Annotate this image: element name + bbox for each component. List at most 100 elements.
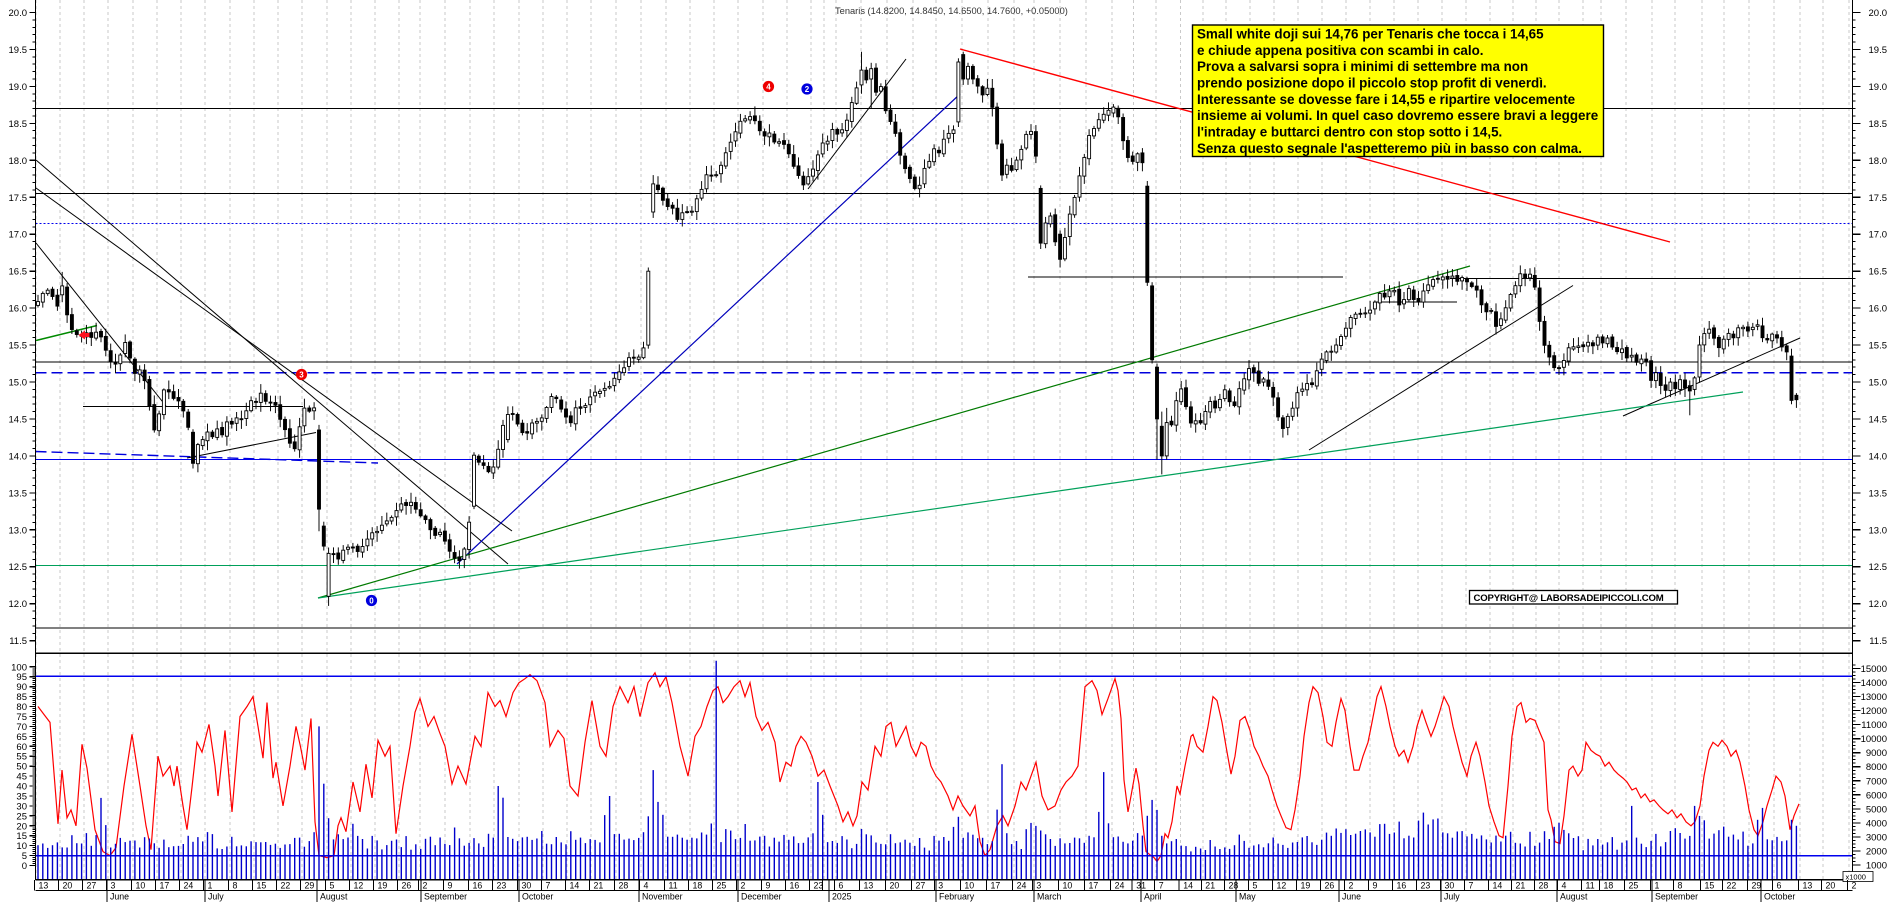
svg-text:80: 80 — [16, 702, 27, 713]
svg-text:March: March — [1037, 892, 1062, 902]
svg-text:7: 7 — [1159, 880, 1164, 890]
svg-text:28: 28 — [619, 880, 629, 890]
svg-text:August: August — [320, 892, 348, 902]
svg-text:3: 3 — [111, 880, 116, 890]
svg-text:COPYRIGHT@ LABORSADEIPICCOLI.C: COPYRIGHT@ LABORSADEIPICCOLI.COM — [1474, 593, 1664, 604]
svg-text:30: 30 — [1445, 880, 1455, 890]
svg-text:29: 29 — [305, 880, 315, 890]
svg-text:28: 28 — [1229, 880, 1239, 890]
svg-text:15.0: 15.0 — [1869, 378, 1888, 389]
svg-text:July: July — [1444, 892, 1460, 902]
svg-text:19.5: 19.5 — [1869, 45, 1888, 56]
svg-text:insieme ai volumi. In quel cas: insieme ai volumi. In quel caso dovremo … — [1197, 108, 1598, 123]
svg-text:23: 23 — [1421, 880, 1431, 890]
svg-text:5: 5 — [22, 851, 27, 862]
svg-text:13.0: 13.0 — [9, 525, 28, 536]
svg-text:June: June — [110, 892, 129, 902]
svg-text:19: 19 — [378, 880, 388, 890]
svg-text:29: 29 — [1752, 880, 1762, 890]
svg-text:x1000: x1000 — [1846, 873, 1866, 882]
svg-text:Senza questo segnale l'aspette: Senza questo segnale l'aspetteremo più i… — [1197, 141, 1582, 156]
svg-text:30: 30 — [16, 801, 27, 812]
svg-text:50: 50 — [16, 762, 27, 773]
svg-text:November: November — [642, 892, 683, 902]
svg-text:4000: 4000 — [1866, 818, 1887, 829]
svg-text:6000: 6000 — [1866, 790, 1887, 801]
svg-text:9: 9 — [766, 880, 771, 890]
svg-text:2: 2 — [741, 880, 746, 890]
svg-text:8: 8 — [1678, 880, 1683, 890]
svg-text:10: 10 — [964, 880, 974, 890]
svg-text:8: 8 — [233, 880, 238, 890]
svg-text:17.5: 17.5 — [9, 193, 28, 204]
svg-text:14: 14 — [570, 880, 580, 890]
svg-text:90: 90 — [16, 682, 27, 693]
svg-text:23: 23 — [814, 880, 824, 890]
svg-text:20: 20 — [1826, 880, 1836, 890]
svg-text:15.5: 15.5 — [1869, 341, 1888, 352]
svg-text:10: 10 — [1063, 880, 1073, 890]
svg-text:2: 2 — [805, 85, 810, 94]
svg-text:September: September — [424, 892, 467, 902]
svg-text:19.0: 19.0 — [1869, 82, 1888, 93]
svg-text:18.0: 18.0 — [1869, 156, 1888, 167]
svg-text:15: 15 — [16, 831, 27, 842]
svg-text:18: 18 — [1604, 880, 1614, 890]
svg-text:20: 20 — [16, 821, 27, 832]
svg-text:75: 75 — [16, 712, 27, 723]
svg-text:13.0: 13.0 — [1869, 525, 1888, 536]
svg-text:65: 65 — [16, 732, 27, 743]
svg-text:20.0: 20.0 — [1869, 8, 1888, 19]
svg-text:2: 2 — [1349, 880, 1354, 890]
svg-text:15: 15 — [257, 880, 267, 890]
svg-text:16.0: 16.0 — [9, 304, 28, 315]
svg-text:16.0: 16.0 — [1869, 304, 1888, 315]
svg-text:21: 21 — [1516, 880, 1526, 890]
svg-text:17.0: 17.0 — [1869, 230, 1888, 241]
svg-text:20: 20 — [63, 880, 73, 890]
svg-text:3: 3 — [299, 371, 304, 380]
svg-text:14: 14 — [1493, 880, 1503, 890]
svg-text:December: December — [741, 892, 782, 902]
svg-text:16: 16 — [1397, 880, 1407, 890]
svg-text:4: 4 — [644, 880, 649, 890]
svg-text:14.0: 14.0 — [9, 451, 28, 462]
svg-text:4: 4 — [1562, 880, 1567, 890]
svg-text:10: 10 — [136, 880, 146, 890]
svg-text:13: 13 — [1803, 880, 1813, 890]
svg-text:9000: 9000 — [1866, 748, 1887, 759]
svg-text:24: 24 — [1017, 880, 1027, 890]
svg-text:11000: 11000 — [1861, 720, 1887, 731]
svg-text:1: 1 — [1655, 880, 1660, 890]
svg-text:26: 26 — [1325, 880, 1335, 890]
svg-text:20: 20 — [890, 880, 900, 890]
svg-text:17.0: 17.0 — [9, 230, 28, 241]
svg-text:17: 17 — [991, 880, 1001, 890]
svg-text:10000: 10000 — [1861, 734, 1887, 745]
svg-text:October: October — [1764, 892, 1795, 902]
svg-text:Tenaris (14.8200, 14.8450, 14.: Tenaris (14.8200, 14.8450, 14.6500, 14.7… — [835, 6, 1068, 16]
svg-text:25: 25 — [1629, 880, 1639, 890]
svg-text:August: August — [1560, 892, 1588, 902]
svg-text:19.0: 19.0 — [9, 82, 28, 93]
svg-text:14.5: 14.5 — [9, 415, 28, 426]
svg-text:21: 21 — [1205, 880, 1215, 890]
svg-text:15: 15 — [1705, 880, 1715, 890]
svg-text:2: 2 — [1852, 880, 1857, 890]
svg-text:2: 2 — [423, 880, 428, 890]
svg-text:prendo posizione dopo il picco: prendo posizione dopo il piccolo stop pr… — [1197, 76, 1547, 91]
svg-text:19: 19 — [1301, 880, 1311, 890]
svg-text:May: May — [1239, 892, 1256, 902]
svg-text:55: 55 — [16, 752, 27, 763]
svg-text:September: September — [1655, 892, 1698, 902]
svg-text:14.5: 14.5 — [1869, 415, 1888, 426]
svg-text:100: 100 — [11, 662, 27, 673]
svg-text:11.5: 11.5 — [1869, 636, 1887, 647]
svg-text:25: 25 — [16, 811, 27, 822]
svg-text:14000: 14000 — [1861, 678, 1887, 689]
svg-text:24: 24 — [184, 880, 194, 890]
svg-text:95: 95 — [16, 672, 27, 683]
svg-text:6: 6 — [839, 880, 844, 890]
svg-text:0: 0 — [22, 861, 27, 872]
svg-text:l'intraday e buttarci dentro c: l'intraday e buttarci dentro con stop so… — [1197, 125, 1502, 140]
